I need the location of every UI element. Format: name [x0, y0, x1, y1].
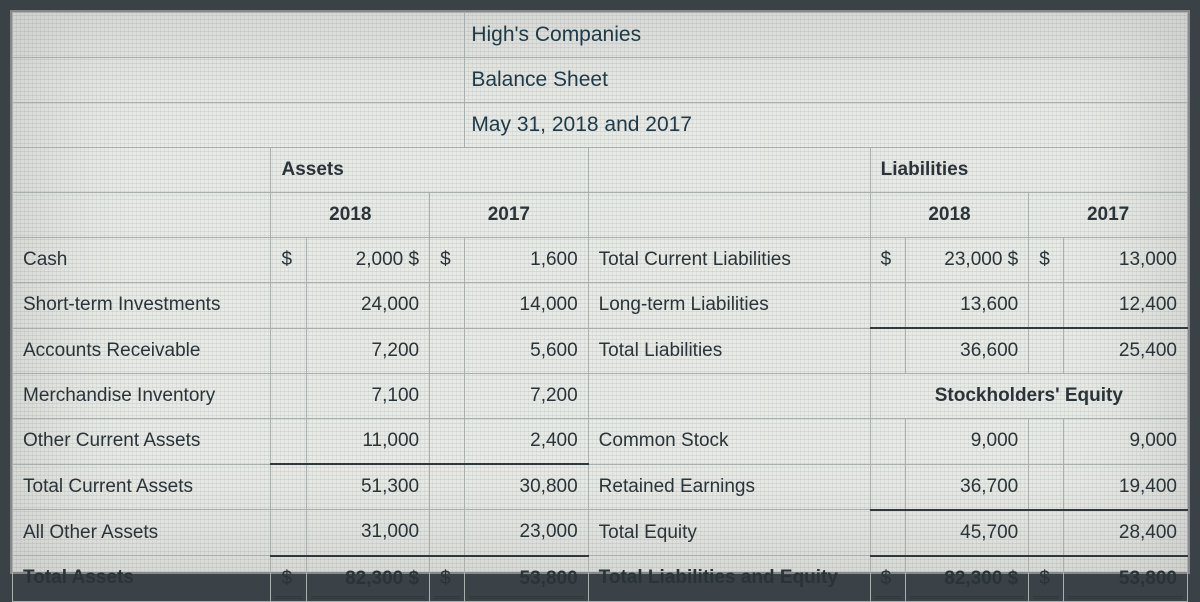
row-label: Cash	[13, 238, 271, 283]
row-label: Accounts Receivable	[13, 328, 271, 374]
table-row: Short-term Investments 24,000 14,000 Lon…	[13, 283, 1188, 329]
value-y2: 14,000	[465, 283, 588, 329]
currency-symbol	[430, 419, 465, 465]
row-label: Long-term Liabilities	[588, 283, 870, 329]
currency-symbol	[271, 283, 306, 329]
currency-symbol	[430, 328, 465, 374]
currency-symbol	[271, 374, 306, 419]
value-y1: 24,000	[306, 283, 429, 329]
value-y2: 5,600	[465, 328, 588, 374]
currency-symbol	[870, 510, 905, 556]
currency-symbol	[870, 464, 905, 510]
value-y1: 36,600	[905, 328, 1028, 374]
liab-year2: 2017	[1029, 193, 1188, 238]
balance-sheet-table: High's Companies Balance Sheet May 31, 2…	[12, 12, 1188, 602]
currency-symbol	[870, 419, 905, 465]
row-label: Retained Earnings	[588, 464, 870, 510]
currency-symbol	[271, 464, 306, 510]
table-row: Accounts Receivable 7,200 5,600 Total Li…	[13, 328, 1188, 374]
value-y2: 25,400	[1064, 328, 1188, 374]
currency-symbol	[870, 283, 905, 329]
currency-symbol	[870, 328, 905, 374]
row-label: Total Current Liabilities	[588, 238, 870, 283]
currency-symbol: $	[430, 238, 465, 283]
row-label: Total Equity	[588, 510, 870, 556]
value-y1: 7,100	[306, 374, 429, 419]
currency-symbol	[1029, 419, 1064, 465]
value-y2: 53,800	[1064, 556, 1188, 602]
currency-symbol: $	[271, 556, 306, 602]
currency-symbol	[271, 328, 306, 374]
value-y2: 1,600	[465, 238, 588, 283]
currency-symbol	[1029, 328, 1064, 374]
currency-symbol: $	[870, 556, 905, 602]
currency-symbol	[430, 510, 465, 556]
value-y2: 53,800	[465, 556, 588, 602]
currency-symbol	[430, 374, 465, 419]
row-label: Total Current Assets	[13, 464, 271, 510]
value-y1: 51,300	[306, 464, 429, 510]
assets-header: Assets	[271, 148, 588, 193]
value-y1: 23,000 $	[905, 238, 1028, 283]
currency-symbol	[271, 419, 306, 465]
currency-symbol	[430, 464, 465, 510]
currency-symbol	[1029, 464, 1064, 510]
table-row: All Other Assets 31,000 23,000 Total Equ…	[13, 510, 1188, 556]
currency-symbol	[430, 283, 465, 329]
value-y1: 82,300 $	[905, 556, 1028, 602]
row-label: Common Stock	[588, 419, 870, 465]
value-y2: 19,400	[1064, 464, 1188, 510]
table-row: Total Current Assets 51,300 30,800 Retai…	[13, 464, 1188, 510]
currency-symbol: $	[1029, 238, 1064, 283]
row-label: All Other Assets	[13, 510, 271, 556]
report-date: May 31, 2018 and 2017	[465, 103, 1188, 148]
row-label: Total Assets	[13, 556, 271, 602]
value-y1: 82,300 $	[306, 556, 429, 602]
value-y2: 9,000	[1064, 419, 1188, 465]
value-y1: 2,000 $	[306, 238, 429, 283]
report-title: Balance Sheet	[465, 58, 1188, 103]
table-row: Total Assets $ 82,300 $ $ 53,800 Total L…	[13, 556, 1188, 602]
value-y2: 23,000	[465, 510, 588, 556]
row-label: Merchandise Inventory	[13, 374, 271, 419]
row-label: Total Liabilities and Equity	[588, 556, 870, 602]
table-row: Cash $ 2,000 $ $ 1,600 Total Current Lia…	[13, 238, 1188, 283]
value-y2: 13,000	[1064, 238, 1188, 283]
balance-sheet: High's Companies Balance Sheet May 31, 2…	[10, 10, 1190, 574]
currency-symbol: $	[430, 556, 465, 602]
value-y1: 7,200	[306, 328, 429, 374]
liabilities-header: Liabilities	[870, 148, 1187, 193]
liab-year1: 2018	[870, 193, 1029, 238]
equity-header: Stockholders' Equity	[870, 374, 1187, 419]
value-y1: 13,600	[905, 283, 1028, 329]
table-row: Other Current Assets 11,000 2,400 Common…	[13, 419, 1188, 465]
assets-year2: 2017	[430, 193, 589, 238]
currency-symbol	[1029, 510, 1064, 556]
company-name: High's Companies	[465, 13, 1188, 58]
value-y1: 45,700	[905, 510, 1028, 556]
value-y2: 7,200	[465, 374, 588, 419]
value-y2: 12,400	[1064, 283, 1188, 329]
value-y1: 36,700	[905, 464, 1028, 510]
value-y2: 2,400	[465, 419, 588, 465]
currency-symbol	[271, 510, 306, 556]
currency-symbol: $	[271, 238, 306, 283]
table-row: Merchandise Inventory 7,100 7,200 Stockho…	[13, 374, 1188, 419]
row-label: Short-term Investments	[13, 283, 271, 329]
currency-symbol: $	[870, 238, 905, 283]
value-y1: 31,000	[306, 510, 429, 556]
value-y1: 11,000	[306, 419, 429, 465]
value-y2: 30,800	[465, 464, 588, 510]
row-label: Other Current Assets	[13, 419, 271, 465]
assets-year1: 2018	[271, 193, 430, 238]
currency-symbol: $	[1029, 556, 1064, 602]
value-y2: 28,400	[1064, 510, 1188, 556]
currency-symbol	[1029, 283, 1064, 329]
value-y1: 9,000	[905, 419, 1028, 465]
row-label: Total Liabilities	[588, 328, 870, 374]
